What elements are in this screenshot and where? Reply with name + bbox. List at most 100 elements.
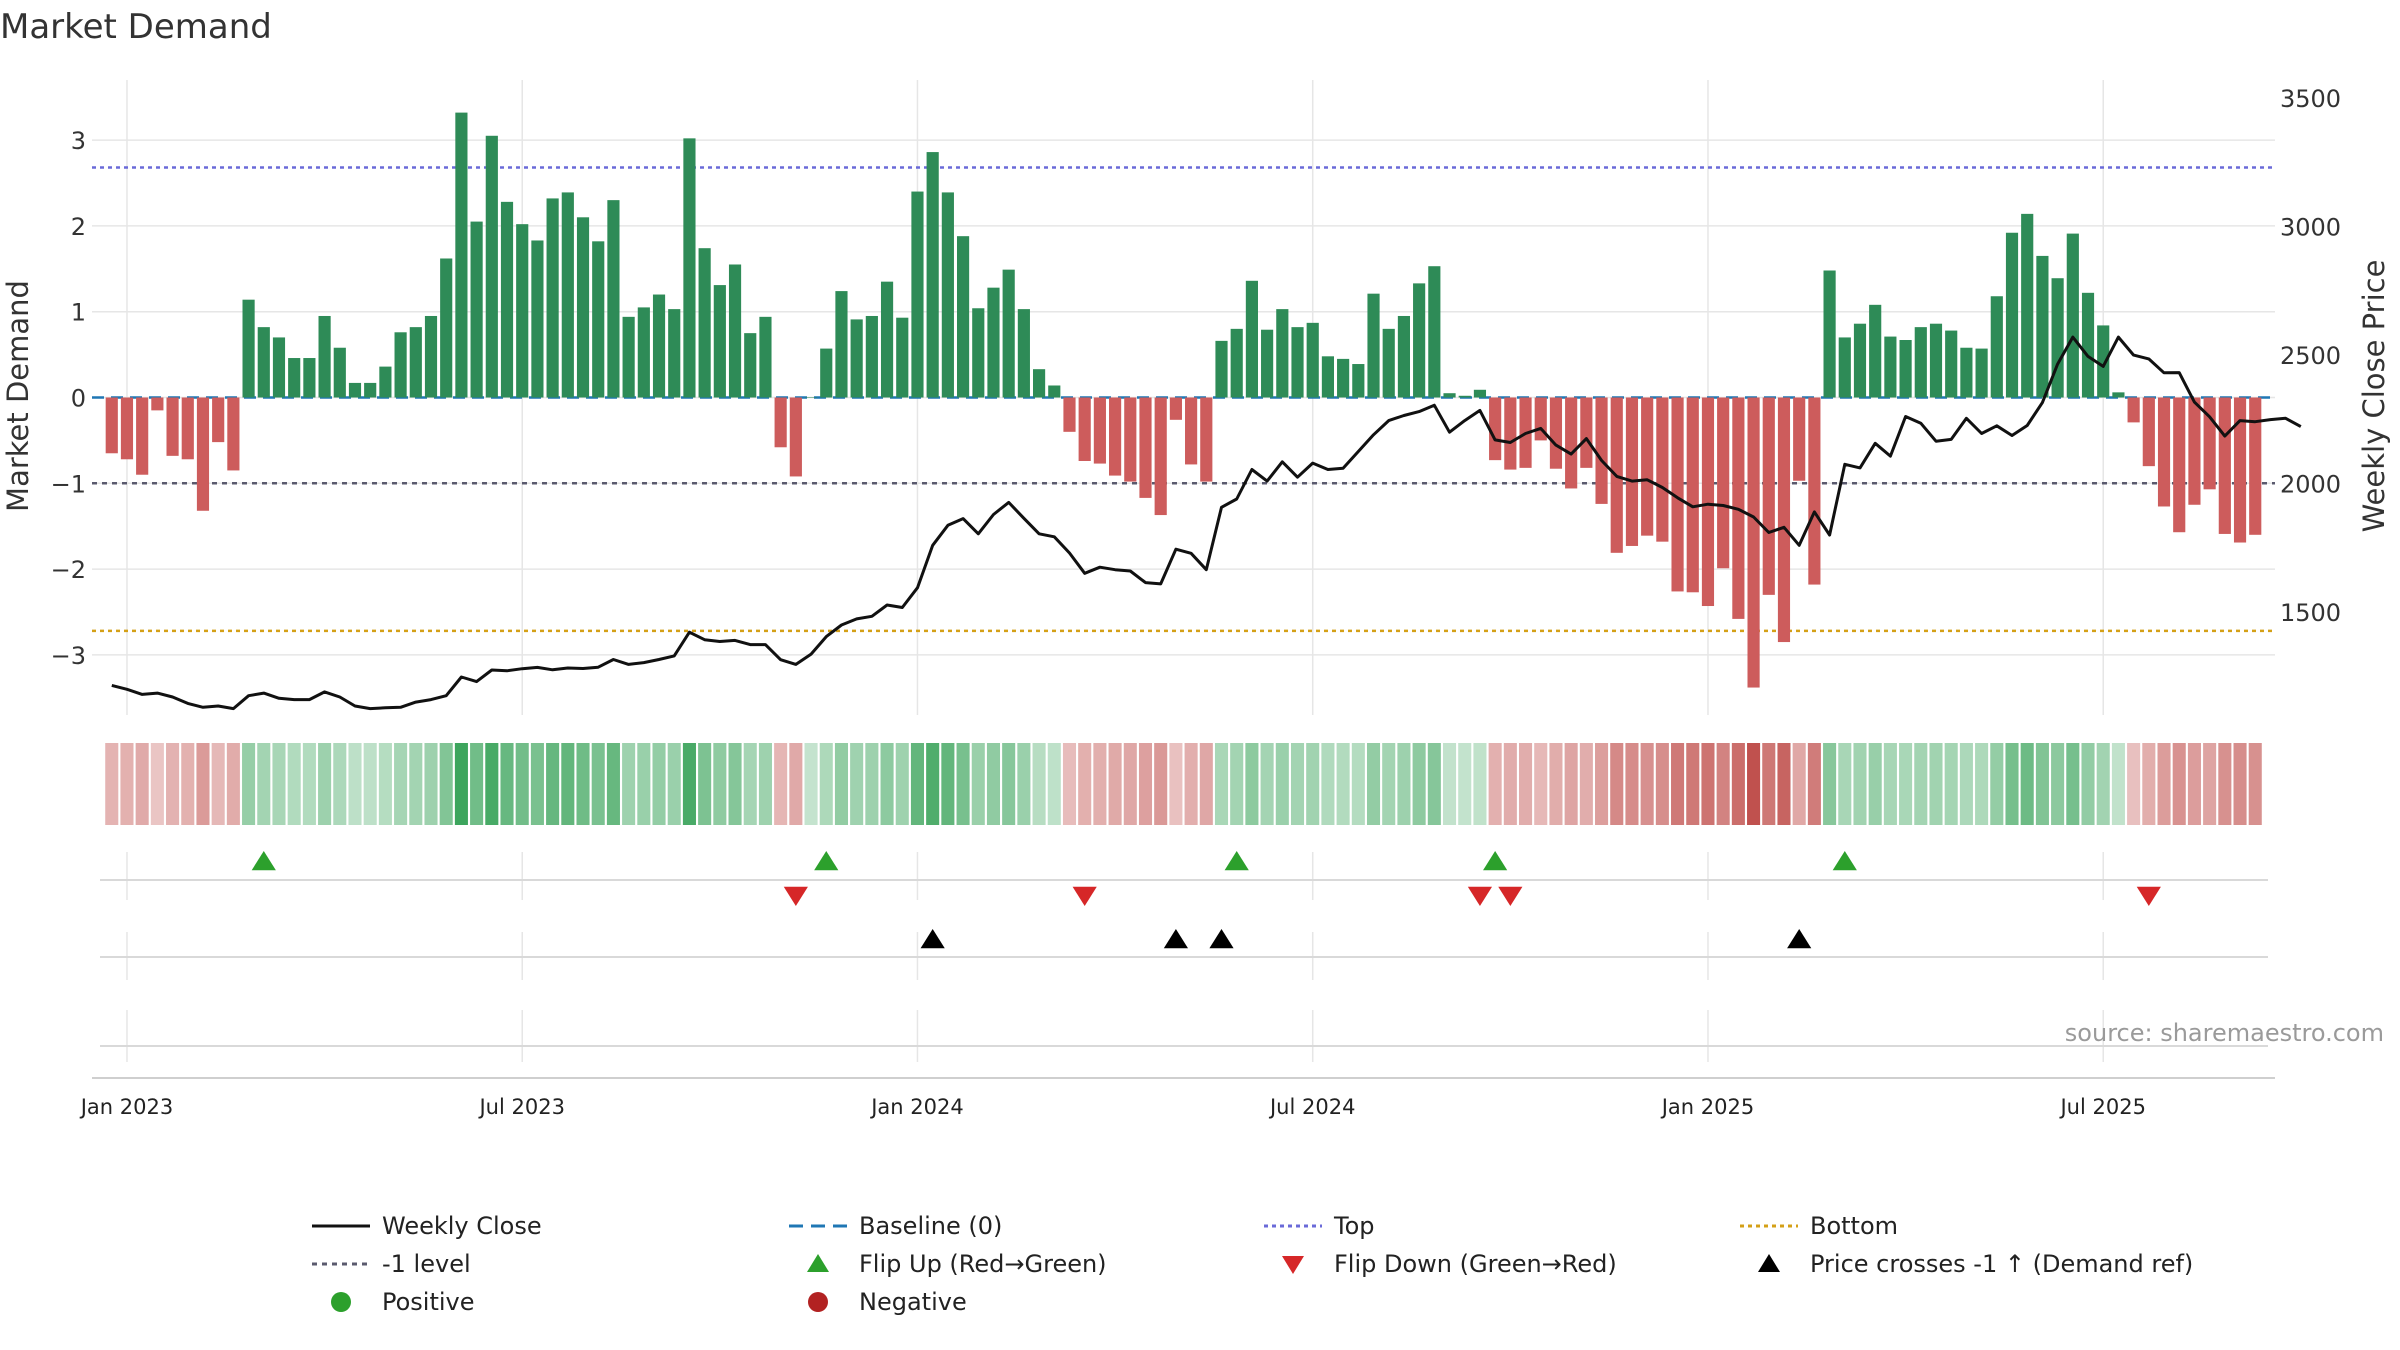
- grid-lines: [92, 80, 2275, 1062]
- heat-cell: [211, 743, 225, 825]
- demand-bar: [1367, 293, 1380, 398]
- chart-title: Market Demand: [0, 7, 272, 47]
- demand-bar: [2173, 397, 2186, 533]
- demand-bar: [1261, 329, 1274, 398]
- demand-bar: [500, 201, 514, 398]
- heat-cell: [348, 743, 362, 825]
- price-cross-marker: [1163, 929, 1188, 949]
- demand-bar: [105, 397, 118, 454]
- demand-bar: [1139, 397, 1152, 498]
- demand-bar: [151, 397, 164, 411]
- demand-bar: [2066, 233, 2079, 398]
- heat-cell: [1078, 743, 1092, 825]
- demand-bar: [1169, 397, 1182, 420]
- heat-cell: [1595, 743, 1609, 825]
- demand-bar: [379, 366, 392, 398]
- heat-cell: [2127, 743, 2141, 825]
- demand-bar: [196, 397, 210, 511]
- demand-bar: [850, 319, 863, 398]
- demand-bar: [242, 299, 255, 398]
- heat-cell: [1093, 743, 1107, 825]
- legend-item-baseline: Baseline (0): [789, 1212, 1002, 1240]
- demand-bar: [1823, 270, 1836, 398]
- heat-cell: [774, 743, 788, 825]
- heat-cell: [378, 743, 392, 825]
- heat-cell: [698, 743, 712, 825]
- demand-bar: [257, 327, 270, 398]
- y-right-tick-label: 2000: [2280, 471, 2341, 499]
- heat-cell: [1777, 743, 1791, 825]
- legend-label: Flip Up (Red→Green): [859, 1250, 1107, 1278]
- demand-bar: [1945, 330, 1958, 398]
- heat-cell: [804, 743, 818, 825]
- legend-label: Top: [1333, 1212, 1375, 1240]
- heat-cell: [242, 743, 256, 825]
- heat-cell: [591, 743, 605, 825]
- heat-cell: [1868, 743, 1882, 825]
- demand-bar: [1154, 397, 1167, 516]
- demand-bar: [1565, 397, 1578, 489]
- legend-item-flip-down: Flip Down (Green→Red): [1282, 1250, 1617, 1278]
- heat-cell: [1944, 743, 1958, 825]
- heat-cell: [1321, 743, 1335, 825]
- axes: Jan 2023 Jul 2023 Jan 2024 Jul 2024 Jan 2025…: [51, 85, 2341, 1119]
- heat-cell: [1473, 743, 1487, 825]
- heat-cell: [485, 743, 499, 825]
- demand-bar: [1306, 322, 1319, 398]
- flip-up-marker: [251, 851, 276, 871]
- heat-cell: [834, 743, 848, 825]
- demand-bar: [1276, 309, 1289, 398]
- demand-bar: [166, 397, 179, 456]
- legend-label: Negative: [859, 1288, 967, 1316]
- demand-bar: [455, 112, 468, 398]
- heat-cell: [971, 743, 985, 825]
- demand-bar: [1230, 328, 1243, 398]
- demand-bar: [1990, 296, 2003, 398]
- flip-up-marker: [1224, 851, 1249, 871]
- y-left-tick-label: −2: [51, 556, 86, 584]
- x-tick-label: Jan 2024: [869, 1095, 964, 1119]
- heat-cell: [1154, 743, 1168, 825]
- heat-cell: [1975, 743, 1989, 825]
- demand-bar: [1777, 397, 1791, 643]
- heat-cell: [2187, 743, 2201, 825]
- heat-cell: [1883, 743, 1897, 825]
- y-left-tick-label: −3: [51, 642, 86, 670]
- demand-bar: [956, 236, 970, 398]
- flip-up-marker: [814, 851, 839, 871]
- demand-bar: [2218, 397, 2231, 534]
- heat-cell: [2203, 743, 2217, 825]
- flip-up-marker: [1483, 851, 1508, 871]
- heat-cell: [2081, 743, 2095, 825]
- heat-cell: [1214, 743, 1229, 825]
- demand-bars: [105, 112, 2262, 688]
- demand-bar: [288, 358, 301, 398]
- legend-label: Weekly Close: [382, 1212, 542, 1240]
- demand-bar: [911, 191, 924, 398]
- demand-bar: [2127, 397, 2140, 423]
- heat-cell: [1002, 743, 1016, 825]
- y-right-tick-label: 1500: [2280, 599, 2341, 627]
- heat-cell: [1792, 743, 1806, 825]
- demand-bar: [1929, 323, 1943, 398]
- event-markers: [100, 851, 2268, 1047]
- demand-bar: [409, 327, 422, 398]
- heat-cell: [743, 743, 757, 825]
- heat-cell: [895, 743, 909, 825]
- demand-bar: [1975, 348, 1988, 398]
- demand-bar: [212, 397, 225, 443]
- heat-cell: [1564, 743, 1578, 825]
- heat-cell: [2172, 743, 2186, 825]
- y-axis-left-label: Market Demand: [1, 280, 35, 512]
- heat-cell: [2111, 743, 2125, 825]
- demand-bar: [1960, 347, 1973, 398]
- y-left-tick-label: 1: [71, 299, 86, 327]
- heat-cell: [1853, 743, 1867, 825]
- heat-cell: [1275, 743, 1289, 825]
- demand-bar: [789, 397, 802, 477]
- heat-cell: [2005, 743, 2019, 825]
- price-cross-marker: [1209, 929, 1234, 949]
- heat-cell: [758, 743, 772, 825]
- heat-cell: [1138, 743, 1153, 825]
- heat-cell: [515, 743, 529, 825]
